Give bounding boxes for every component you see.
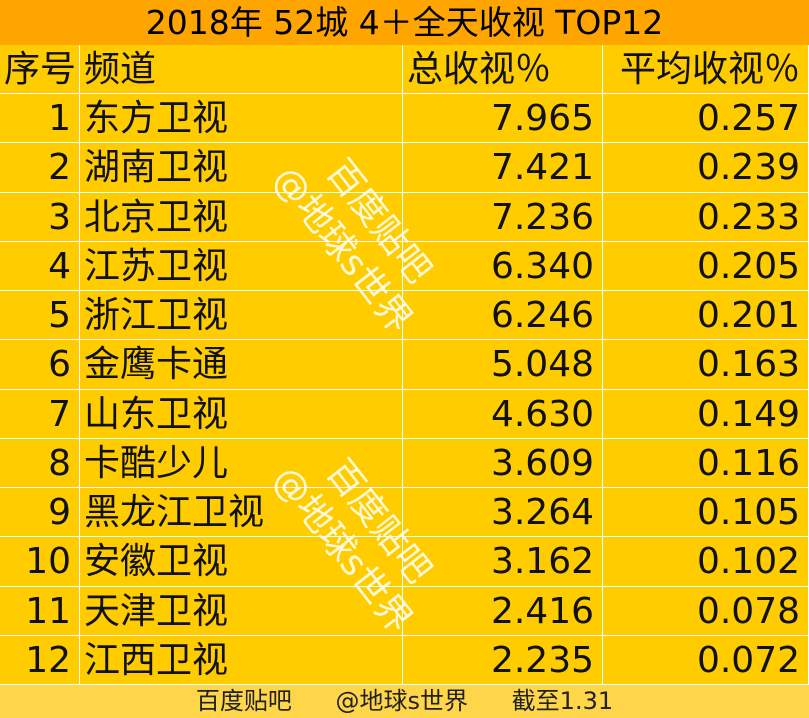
table-cell: 7: [0, 389, 80, 439]
table-cell: 山东卫视: [80, 389, 403, 439]
table-cell: 0.163: [603, 340, 809, 390]
table-cell: 2.416: [403, 586, 603, 636]
footer-text: 百度贴吧: [195, 687, 292, 715]
table-cell: 0.102: [603, 537, 809, 587]
table-cell: 0.257: [603, 94, 809, 144]
table-cell: 江苏卫视: [80, 241, 403, 292]
table-cell: 3.162: [403, 537, 603, 587]
table-cell: 7.236: [403, 192, 603, 242]
table-cell: 5.048: [403, 340, 603, 390]
table-cell: 10: [0, 537, 80, 587]
table-cell: 0.233: [603, 192, 809, 242]
table: 序号 频道 总收视％ 平均收视％ 1 东方卫视 7.965 0.257 2 湖南卫视 7.421 0.…: [0, 45, 809, 685]
table-cell: 3.264: [403, 488, 603, 538]
table-cell: 2: [0, 143, 80, 193]
table-cell: 金鹰卡通: [80, 340, 403, 390]
table-cell: 天津卫视: [80, 586, 403, 636]
header-cell: 平均收视％: [603, 45, 809, 95]
table-cell: 0.205: [603, 241, 809, 292]
table-cell: 黑龙江卫视: [80, 488, 403, 538]
footer: 百度贴吧 @地球s世界 截至1.31: [0, 685, 809, 718]
table-cell: 安徽卫视: [80, 537, 403, 587]
table-cell: 12: [0, 635, 80, 685]
table-cell: 东方卫视: [80, 94, 403, 144]
header-cell: 频道: [80, 45, 403, 95]
table-cell: 卡酷少儿: [80, 438, 403, 489]
table-cell: 0.239: [603, 143, 809, 193]
table-cell: 0.201: [603, 291, 809, 341]
table-cell: 8: [0, 438, 80, 489]
table-cell: 4: [0, 241, 80, 292]
table-cell: 6: [0, 340, 80, 390]
table-cell: 江西卫视: [80, 635, 403, 685]
table-cell: 0.149: [603, 389, 809, 439]
table-cell: 7.965: [403, 94, 603, 144]
table-cell: 湖南卫视: [80, 143, 403, 193]
table-cell: 北京卫视: [80, 192, 403, 242]
table-cell: 0.105: [603, 488, 809, 538]
title: 2018年 52城 4＋全天收视 TOP12: [0, 0, 809, 45]
table-cell: 2.235: [403, 635, 603, 685]
table-cell: 1: [0, 94, 80, 144]
table-cell: 0.072: [603, 635, 809, 685]
header-cell: 总收视％: [403, 45, 603, 95]
table-cell: 0.116: [603, 438, 809, 489]
table-cell: 3.609: [403, 438, 603, 489]
table-cell: 6.246: [403, 291, 603, 341]
table-cell: 11: [0, 586, 80, 636]
table-cell: 0.078: [603, 586, 809, 636]
table-cell: 9: [0, 488, 80, 538]
table-cell: 5: [0, 291, 80, 341]
table-cell: 3: [0, 192, 80, 242]
table-cell: 7.421: [403, 143, 603, 193]
header-cell: 序号: [0, 45, 80, 95]
table-cell: 4.630: [403, 389, 603, 439]
footer-text: @地球s世界: [335, 687, 469, 715]
table-cell: 浙江卫视: [80, 291, 403, 341]
table-cell: 6.340: [403, 241, 603, 292]
footer-text: 截至1.31: [511, 687, 614, 715]
